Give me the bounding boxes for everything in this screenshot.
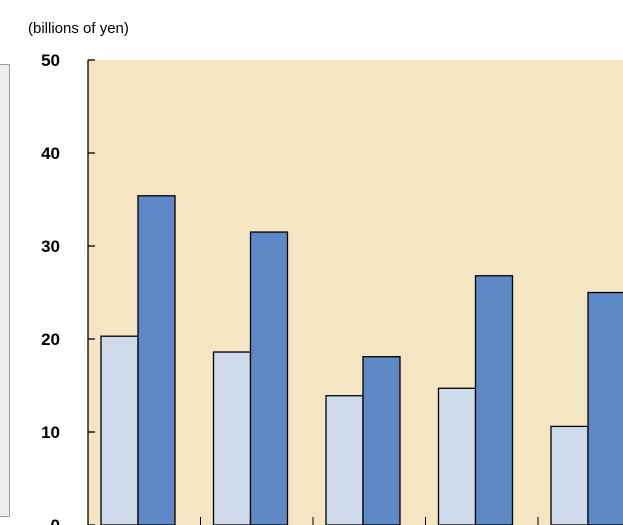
bar-series2-item2: [249, 231, 289, 525]
y-tick-label: 40: [41, 144, 60, 163]
y-tick-label: 50: [41, 51, 60, 70]
y-tick-label: 10: [41, 423, 60, 442]
bar-series2-item5: [587, 291, 623, 525]
bar-series1-item5: [550, 425, 589, 525]
y-axis-unit-label: (billions of yen): [28, 20, 129, 37]
bar-series2-item3: [362, 356, 401, 525]
bar-series1-item2: [212, 351, 252, 525]
bars-group: [100, 195, 623, 525]
bar-series2-item4: [474, 275, 514, 525]
bar-series1-item1: [100, 335, 139, 525]
bar-series1-item4: [437, 387, 477, 525]
y-tick-label: 0: [51, 516, 60, 525]
legend-panel-edge: [0, 64, 10, 517]
bar-series2-item1: [137, 195, 176, 525]
y-tick-label: 30: [41, 237, 60, 256]
y-tick-label: 20: [41, 330, 60, 349]
bar-series1-item3: [325, 395, 364, 525]
axes-group: [87, 60, 539, 525]
ticks-group: 0 10 20 30 40 50: [41, 51, 95, 525]
